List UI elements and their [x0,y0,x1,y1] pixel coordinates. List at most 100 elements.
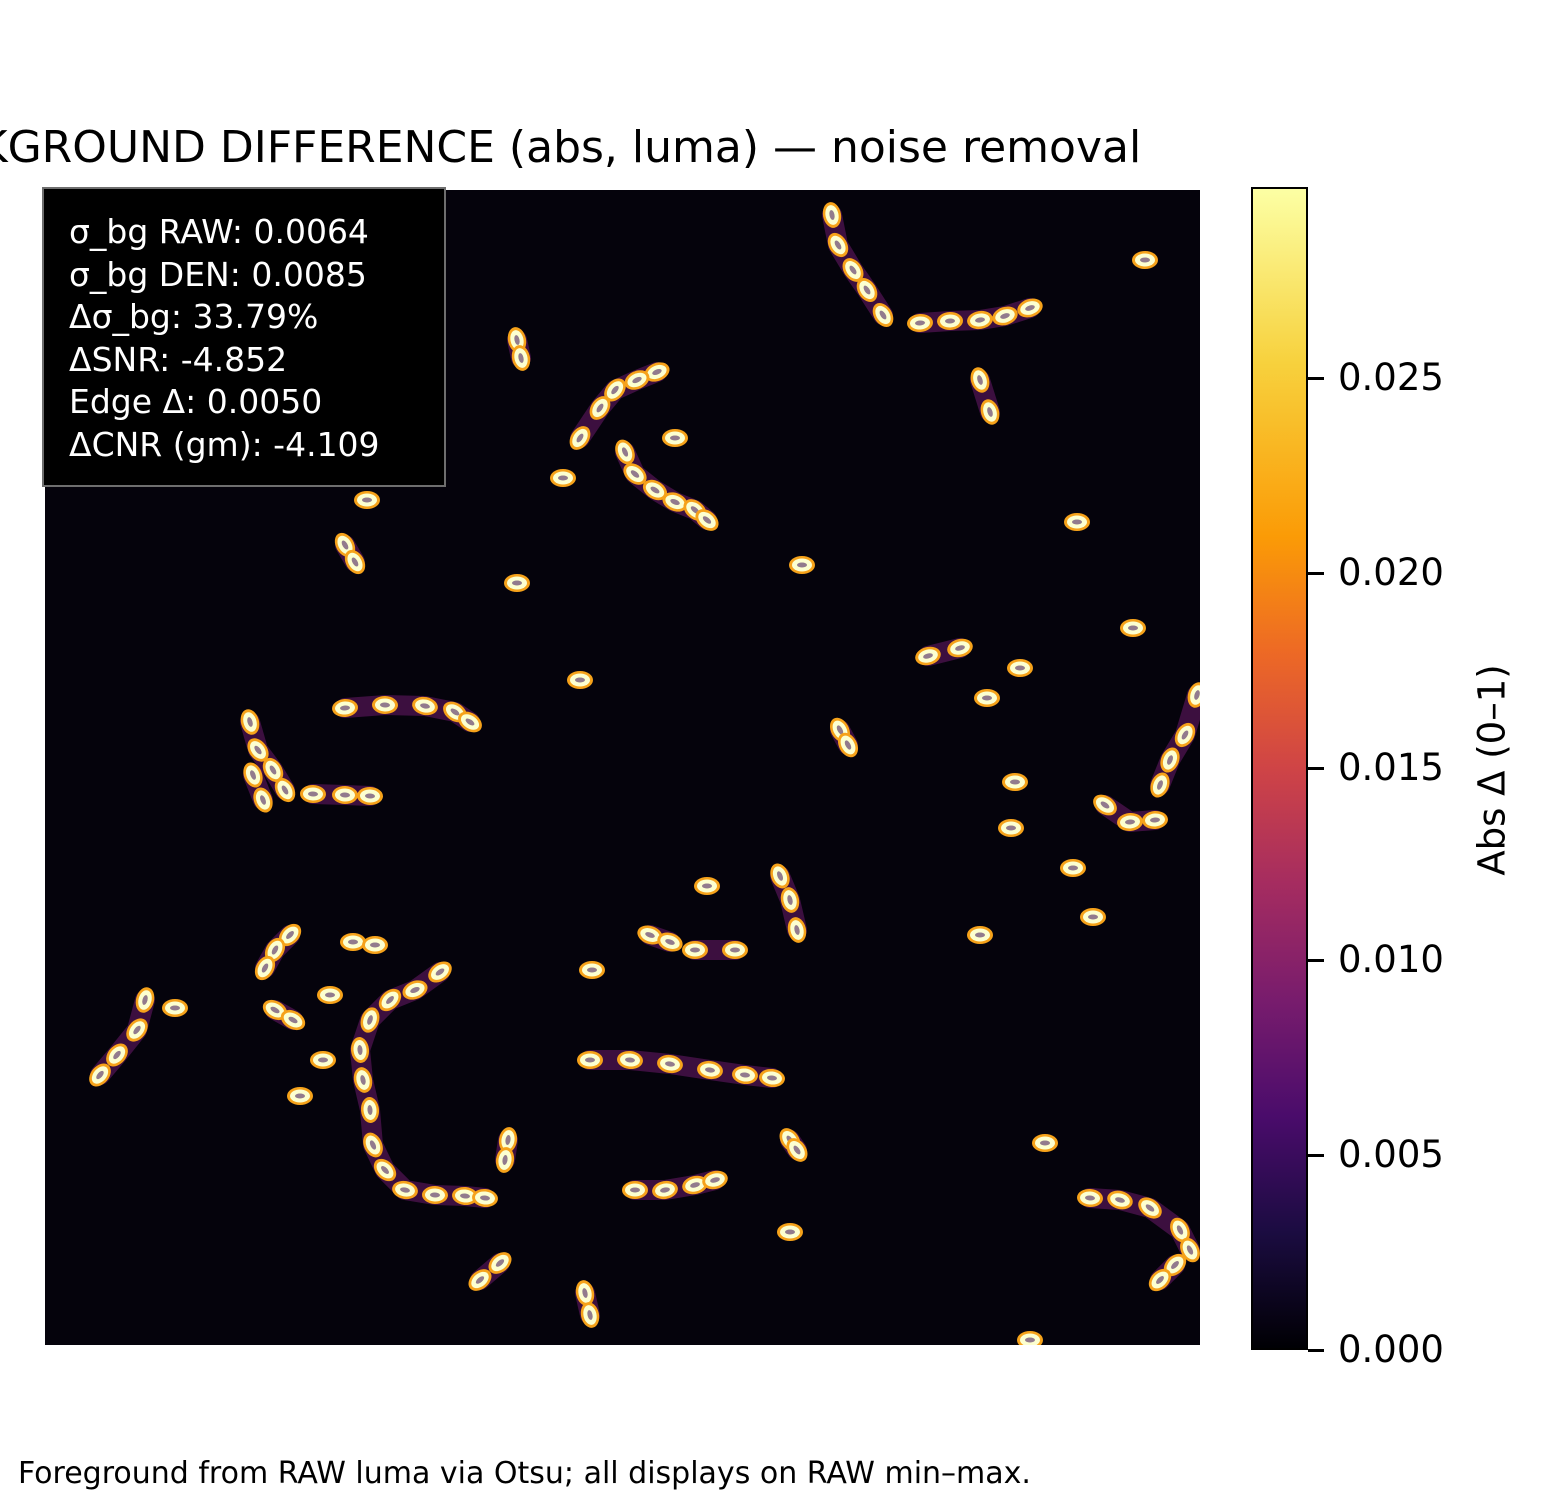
bacterium-cell [247,738,269,762]
colorbar-tick [1308,1154,1324,1157]
bacterium-cell [780,887,800,913]
bacterium-cell [1107,1190,1133,1210]
stats-box: σ_bg RAW: 0.0064 σ_bg DEN: 0.0085 Δσ_bg:… [42,187,446,487]
bacterium-cell [1080,908,1106,926]
stat-delta-sigma-bg: Δσ_bg: 33.79% [69,297,319,336]
bacterium-cell [344,549,366,575]
bacterium-cell [907,313,933,333]
bacterium-cell [278,923,302,947]
bacterium-cell [615,439,635,465]
bacterium-cell [135,987,155,1013]
figure-title: CKGROUND DIFFERENCE (abs, luma) — noise … [0,122,1560,182]
bacterium-cell [422,1185,448,1205]
bacterium-cell [287,1087,313,1105]
bacterium-cell [1077,1188,1103,1208]
bacterium-cell [332,785,358,805]
bacterium-cell [722,941,748,959]
cell-halo [780,1130,807,1160]
bacterium-cell [970,367,990,393]
bacterium-cell [770,863,790,889]
stat-edge-delta: Edge Δ: 0.0050 [69,382,323,421]
bacterium-cell [575,1280,595,1306]
bacterium-cell [354,491,380,509]
bacterium-cell [974,689,1000,707]
bacterium-cell [1142,810,1168,830]
bacterium-cell [695,509,719,531]
bacterium-cell [682,941,708,959]
bacterium-cell [1017,1331,1043,1345]
bacterium-cell [1064,513,1090,531]
colorbar-tick-label: 0.025 [1338,356,1444,399]
bacterium-cell [504,574,530,592]
bacterium-cell [657,1054,683,1074]
bacterium-cell [373,1158,397,1182]
bacterium-cell [1180,1237,1200,1263]
cell-halo [1150,685,1200,795]
bacterium-cell [472,1188,498,1208]
bacterium-cell [428,961,452,983]
bacterium-cell [697,1060,723,1080]
bacterium-cell [1093,794,1117,816]
bacterium-cell [1187,682,1200,708]
bacterium-cell [569,426,591,450]
bacterium-cell [452,1186,478,1206]
cell-halo [830,720,858,755]
bacterium-cell [589,396,611,420]
colorbar-tick [1308,377,1324,380]
colorbar-tick [1308,959,1324,962]
bacterium-cell [642,479,668,501]
difference-image [45,190,1200,1345]
bacterium-cell [652,1180,678,1200]
bacterium-cell [106,1043,128,1067]
bacterium-cell [1170,1217,1190,1243]
bacterium-cell [947,638,973,658]
bacterium-cell [787,917,807,943]
bacterium-cell [657,932,683,952]
bacterium-cell [624,370,650,390]
bacterium-cell [317,986,343,1004]
bacterium-cell [378,988,402,1012]
bacterium-cell [662,492,688,512]
bacterium-cell [280,1009,306,1031]
bacterium-cell [362,936,388,954]
bacterium-cell [458,711,482,733]
colorbar [1251,187,1308,1350]
cell-halo [90,990,155,1085]
cell-chains [89,202,1200,1345]
bacterium-cell [1138,1197,1162,1219]
bacterium-cell [732,1065,758,1085]
bacterium-cell [495,1147,515,1173]
colorbar-tick-label: 0.020 [1338,551,1444,594]
bacterium-cell [363,1132,383,1158]
stat-delta-cnr: ΔCNR (gm): -4.109 [69,424,380,464]
bacterium-cell [262,757,284,783]
bacterium-cell [759,1068,785,1088]
stat-sigma-bg-raw: σ_bg RAW: 0.0064 [69,212,369,251]
bacterium-cell [350,1037,370,1063]
bacterium-cell [89,1063,111,1087]
bacterium-cell [162,999,188,1017]
bacterium-cell [243,762,263,788]
colorbar-tick-label: 0.000 [1338,1328,1444,1371]
bacterium-cell [998,819,1024,837]
colorbar-tick-label: 0.015 [1338,746,1444,789]
bacterium-cell [1163,1253,1187,1277]
bacterium-cell [822,202,842,228]
bacterium-cell [580,1302,600,1328]
bacterium-cell [1160,747,1180,773]
bacterium-cell [915,646,941,666]
bacterium-cell [567,671,593,689]
bacterium-cell [240,709,260,735]
figure-caption: Foreground from RAW luma via Otsu; all d… [18,1456,1031,1491]
bacterium-cell [622,1181,648,1199]
bacterium-cell [694,877,720,895]
bacterium-cell [579,961,605,979]
bacterium-cell [604,378,626,402]
bacterium-cell [1017,298,1043,318]
colorbar-label: Abs Δ (0–1) [1470,664,1514,876]
bacterium-cell [488,1252,512,1274]
bacterium-cell [254,955,276,981]
bacterium-cell [550,469,576,487]
bacterium-cell [353,1067,373,1093]
bacterium-cell [1174,722,1196,748]
